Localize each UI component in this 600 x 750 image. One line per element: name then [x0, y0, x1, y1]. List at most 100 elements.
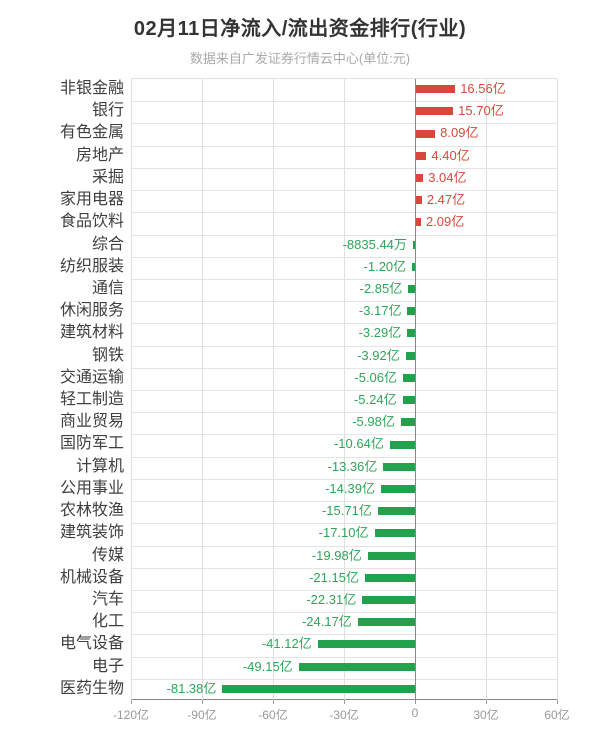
value-label: 16.56亿 — [460, 81, 506, 96]
category-label: 农林牧渔 — [59, 502, 124, 520]
category-label: 建筑装饰 — [59, 524, 124, 542]
bar — [402, 396, 415, 405]
x-axis-tick — [202, 700, 203, 704]
value-label: -5.98亿 — [352, 414, 395, 430]
value-label: -81.38亿 — [166, 680, 217, 696]
bar — [317, 640, 415, 649]
category-label: 轻工制造 — [59, 391, 124, 408]
value-label: -8835.44万 — [342, 236, 407, 252]
category-label: 电气设备 — [59, 635, 124, 653]
bar — [412, 262, 415, 271]
bar — [364, 573, 415, 582]
x-axis-tick — [131, 700, 132, 704]
value-label: -3.17亿 — [358, 303, 402, 319]
category-label: 食品饮料 — [59, 213, 124, 231]
x-axis-tick-label: 60亿 — [544, 708, 570, 722]
bar — [416, 107, 454, 116]
x-axis-tick-label: -60亿 — [258, 708, 288, 722]
category-label: 房地产 — [75, 146, 124, 164]
bar — [377, 507, 415, 516]
value-label: -13.36亿 — [327, 458, 378, 474]
vertical-gridline — [486, 79, 487, 701]
bar — [416, 85, 456, 94]
value-label: -24.17亿 — [301, 614, 352, 630]
category-label: 国防军工 — [59, 435, 124, 453]
bar — [416, 218, 421, 227]
bar — [367, 551, 415, 560]
value-label: -10.64亿 — [333, 436, 384, 452]
category-label: 机械设备 — [59, 568, 124, 586]
vertical-gridline — [273, 79, 274, 701]
category-label: 电子 — [91, 657, 124, 675]
value-label: -5.06亿 — [354, 369, 398, 385]
x-axis-tick — [557, 700, 558, 704]
value-label: 4.40亿 — [431, 147, 470, 163]
x-axis-tick — [415, 700, 416, 704]
chart-subtitle: 数据来自广发证券行情云中心(单位:元) — [189, 51, 411, 66]
value-label: 2.47亿 — [426, 192, 466, 208]
bar — [407, 307, 415, 316]
vertical-gridline — [202, 79, 203, 701]
value-label: -5.24亿 — [353, 392, 397, 407]
bar — [416, 151, 427, 160]
value-label: 8.09亿 — [440, 125, 479, 141]
x-axis-tick-label: 30亿 — [473, 708, 499, 722]
value-label: -22.31亿 — [306, 591, 357, 607]
plot-area — [131, 78, 558, 701]
category-label: 纺织服装 — [59, 257, 124, 275]
bar — [408, 285, 415, 294]
value-label: -1.20亿 — [363, 258, 407, 274]
value-label: -15.71亿 — [321, 503, 372, 519]
category-label: 交通运输 — [59, 368, 124, 386]
category-label: 通信 — [91, 279, 124, 297]
bar — [362, 596, 415, 605]
bar — [416, 173, 424, 182]
value-label: -17.10亿 — [318, 525, 369, 541]
value-label: 15.70亿 — [458, 103, 504, 119]
category-label: 建筑材料 — [59, 324, 124, 342]
x-axis-tick — [344, 700, 345, 704]
category-label: 化工 — [91, 613, 124, 631]
chart-title: 02月11日净流入/流出资金排行(行业) — [133, 18, 467, 40]
bar — [380, 484, 415, 493]
category-label: 有色金属 — [59, 124, 124, 142]
value-label: -14.39亿 — [325, 480, 375, 496]
value-label: -41.12亿 — [261, 636, 312, 652]
value-label: -3.29亿 — [358, 325, 402, 341]
bar — [383, 462, 415, 471]
category-label: 计算机 — [75, 457, 124, 475]
category-label: 银行 — [91, 102, 124, 120]
bar — [416, 196, 422, 205]
bar — [405, 351, 415, 360]
x-axis-tick — [273, 700, 274, 704]
category-label: 非银金融 — [59, 80, 124, 97]
category-label: 医药生物 — [59, 679, 124, 697]
value-label: -21.15亿 — [309, 569, 359, 585]
category-label: 公用事业 — [59, 479, 124, 497]
category-label: 钢铁 — [91, 346, 124, 364]
zero-axis-line — [415, 79, 416, 701]
x-axis-tick-label: -120亿 — [112, 708, 150, 722]
bar — [222, 684, 415, 693]
value-label: 2.09亿 — [425, 214, 465, 230]
bar — [389, 440, 415, 449]
x-axis-tick-label: 0 — [411, 706, 419, 720]
value-label: -2.85亿 — [359, 280, 403, 296]
value-label: -49.15亿 — [242, 658, 293, 674]
value-label: 3.04亿 — [428, 169, 467, 185]
bar — [407, 329, 415, 338]
x-axis-tick-label: -30亿 — [329, 708, 359, 722]
category-label: 汽车 — [91, 590, 124, 608]
bar — [298, 662, 415, 671]
category-label: 采掘 — [91, 168, 124, 186]
bar — [374, 529, 415, 538]
bar — [412, 240, 415, 249]
category-label: 传媒 — [91, 546, 124, 564]
value-label: -3.92亿 — [357, 347, 400, 363]
bar — [400, 418, 415, 427]
category-label: 商业贸易 — [59, 413, 124, 431]
category-label: 家用电器 — [59, 191, 124, 209]
value-label: -19.98亿 — [311, 547, 362, 563]
category-label: 综合 — [91, 235, 124, 253]
